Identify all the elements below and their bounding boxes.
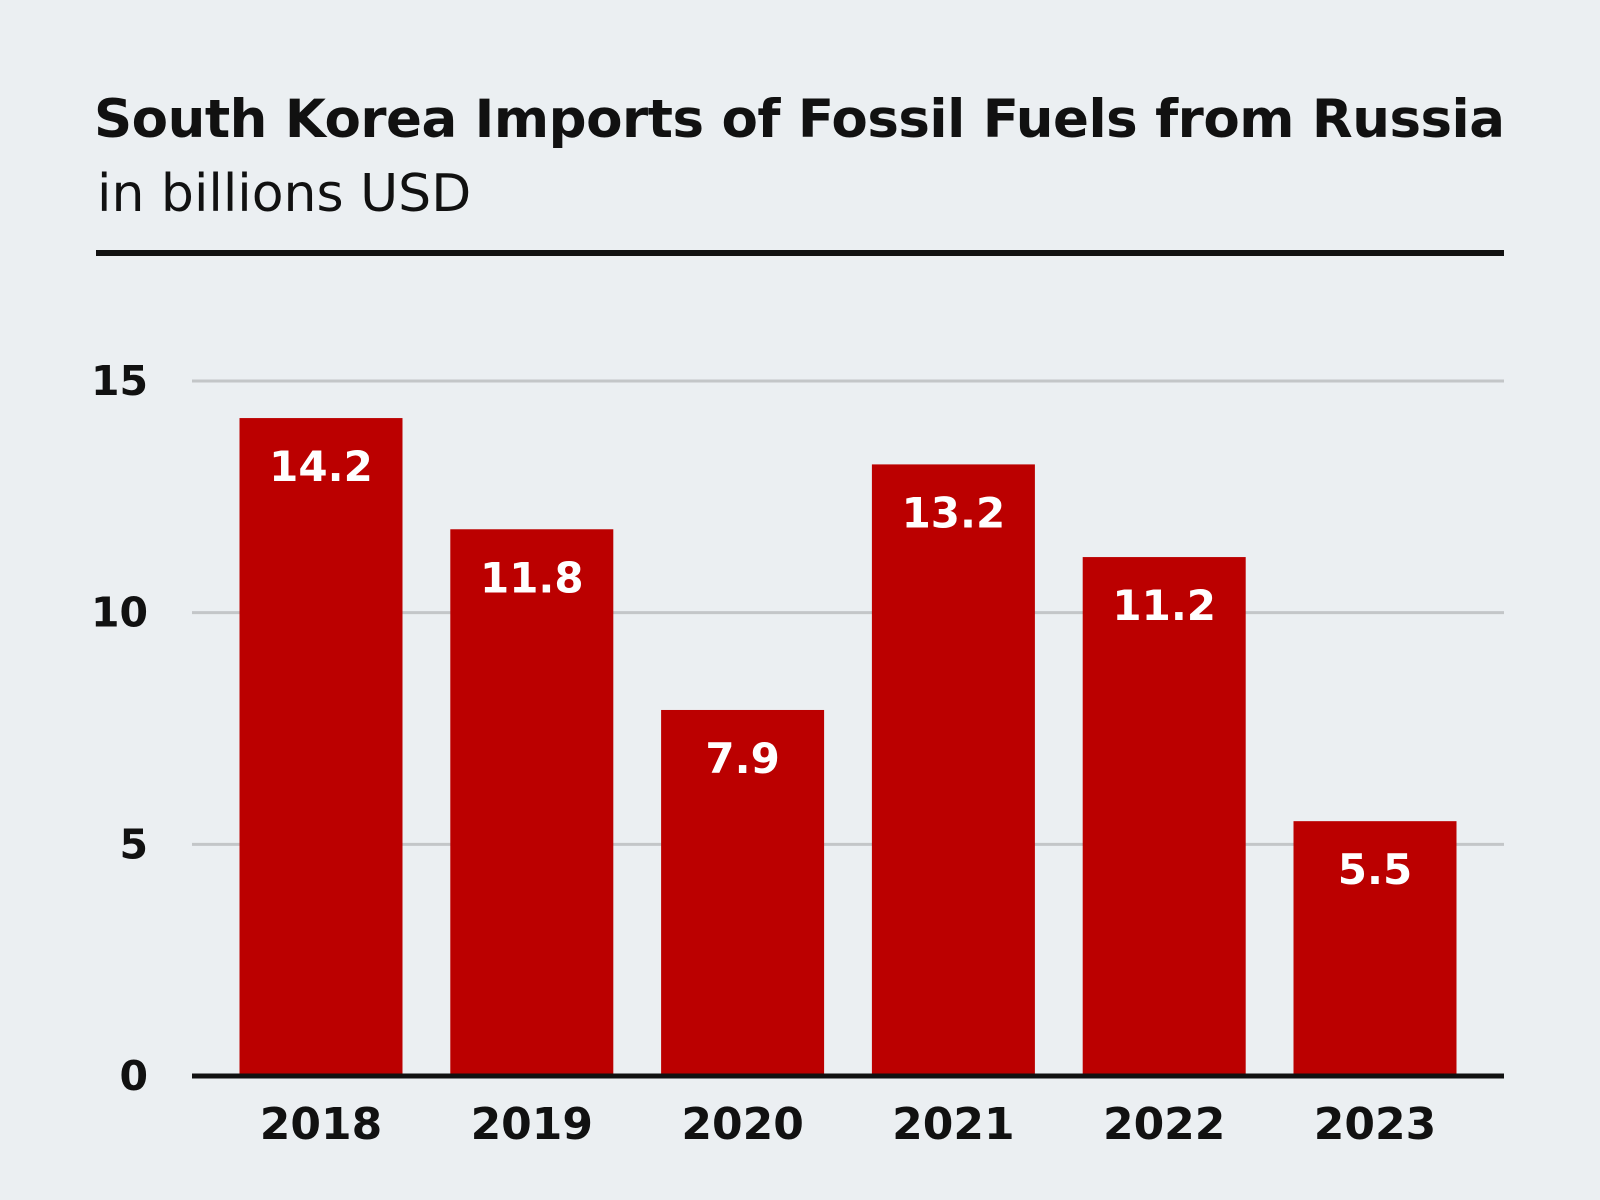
bar-value-label: 11.8 [480, 553, 584, 602]
bar-value-label: 14.2 [269, 442, 373, 491]
bar-2021 [871, 464, 1035, 1076]
bar-2020 [661, 709, 825, 1076]
title-divider [96, 250, 1504, 256]
x-tick-label: 2022 [1103, 1099, 1225, 1150]
x-axis-tick-labels: 2018 2019 2020 2021 2022 2023 [260, 1099, 1436, 1150]
bar-value-label: 13.2 [902, 488, 1006, 537]
bar-value-label: 7.9 [705, 734, 779, 783]
y-tick-label: 0 [119, 1052, 148, 1100]
y-axis-tick-labels: 0 5 10 15 [91, 357, 148, 1100]
chart-title: South Korea Imports of Fossil Fuels from… [94, 89, 1505, 150]
chart-subtitle: in billions USD [97, 164, 472, 224]
bar-2018 [239, 418, 403, 1077]
bar-2022 [1082, 557, 1246, 1076]
y-tick-label: 15 [91, 357, 148, 405]
bar-value-label: 11.2 [1112, 581, 1216, 630]
bar-2019 [450, 529, 614, 1076]
bar-value-label: 5.5 [1338, 845, 1412, 894]
x-tick-label: 2023 [1314, 1099, 1436, 1150]
bars: 14.2 11.8 7.9 13.2 11.2 5.5 [239, 418, 1457, 1077]
x-tick-label: 2021 [892, 1099, 1014, 1150]
gridlines [192, 379, 1504, 846]
y-tick-label: 10 [91, 589, 148, 637]
bar-2023 [1293, 821, 1457, 1076]
x-tick-label: 2019 [471, 1099, 593, 1150]
x-tick-label: 2020 [681, 1099, 803, 1150]
x-tick-label: 2018 [260, 1099, 382, 1150]
y-tick-label: 5 [119, 820, 148, 868]
